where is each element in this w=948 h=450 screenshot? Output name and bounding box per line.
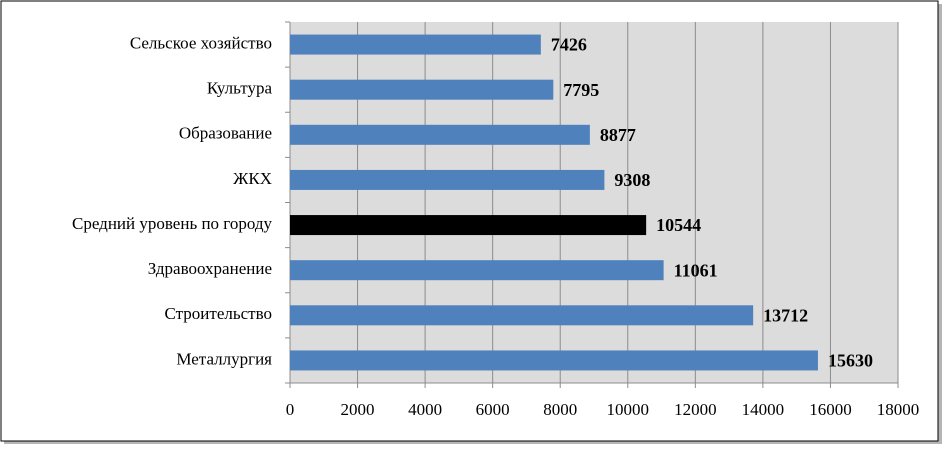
value-label: 15630 xyxy=(828,351,873,371)
bar xyxy=(290,305,754,326)
x-tick-label: 16000 xyxy=(809,400,852,419)
value-label: 7426 xyxy=(551,35,587,55)
bar xyxy=(290,169,605,190)
bar xyxy=(290,260,664,281)
bar xyxy=(290,34,541,55)
value-label: 13712 xyxy=(763,305,808,325)
bar xyxy=(290,124,590,145)
plot-area xyxy=(290,22,898,383)
x-tick-label: 12000 xyxy=(674,400,717,419)
bar xyxy=(290,350,818,371)
x-tick-label: 6000 xyxy=(476,400,510,419)
y-tick-label: Средний уровень по городу xyxy=(72,214,272,233)
value-label: 10544 xyxy=(656,215,701,235)
y-tick-label: Строительство xyxy=(165,304,272,323)
y-tick-label: ЖКХ xyxy=(233,169,272,188)
x-tick-label: 10000 xyxy=(607,400,650,419)
y-tick-label: Культура xyxy=(207,79,273,98)
y-tick-label: Металлургия xyxy=(176,349,272,368)
y-tick-label: Здравоохранение xyxy=(148,259,272,278)
value-label: 7795 xyxy=(563,80,599,100)
x-tick-label: 18000 xyxy=(877,400,920,419)
bar xyxy=(290,215,647,236)
x-tick-label: 8000 xyxy=(543,400,577,419)
x-tick-label: 14000 xyxy=(742,400,785,419)
y-tick-label: Образование xyxy=(179,124,272,143)
x-tick-label: 2000 xyxy=(341,400,375,419)
value-label: 11061 xyxy=(674,260,718,280)
x-tick-label: 0 xyxy=(286,400,295,419)
x-tick-label: 4000 xyxy=(408,400,442,419)
bar xyxy=(290,79,554,100)
value-label: 9308 xyxy=(614,170,650,190)
value-label: 8877 xyxy=(600,125,636,145)
y-tick-label: Сельское хозяйство xyxy=(130,33,272,52)
